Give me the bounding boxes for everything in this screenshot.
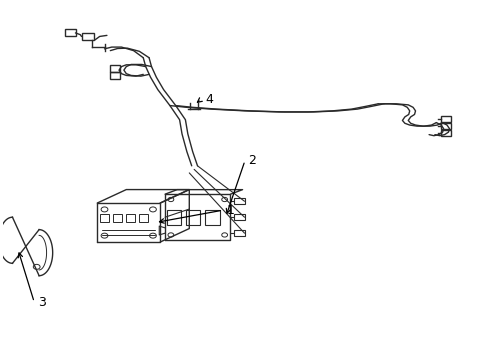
Text: 3: 3 — [38, 296, 46, 309]
Text: 2: 2 — [248, 154, 256, 167]
Text: 4: 4 — [205, 93, 213, 106]
Text: 1: 1 — [226, 204, 235, 217]
